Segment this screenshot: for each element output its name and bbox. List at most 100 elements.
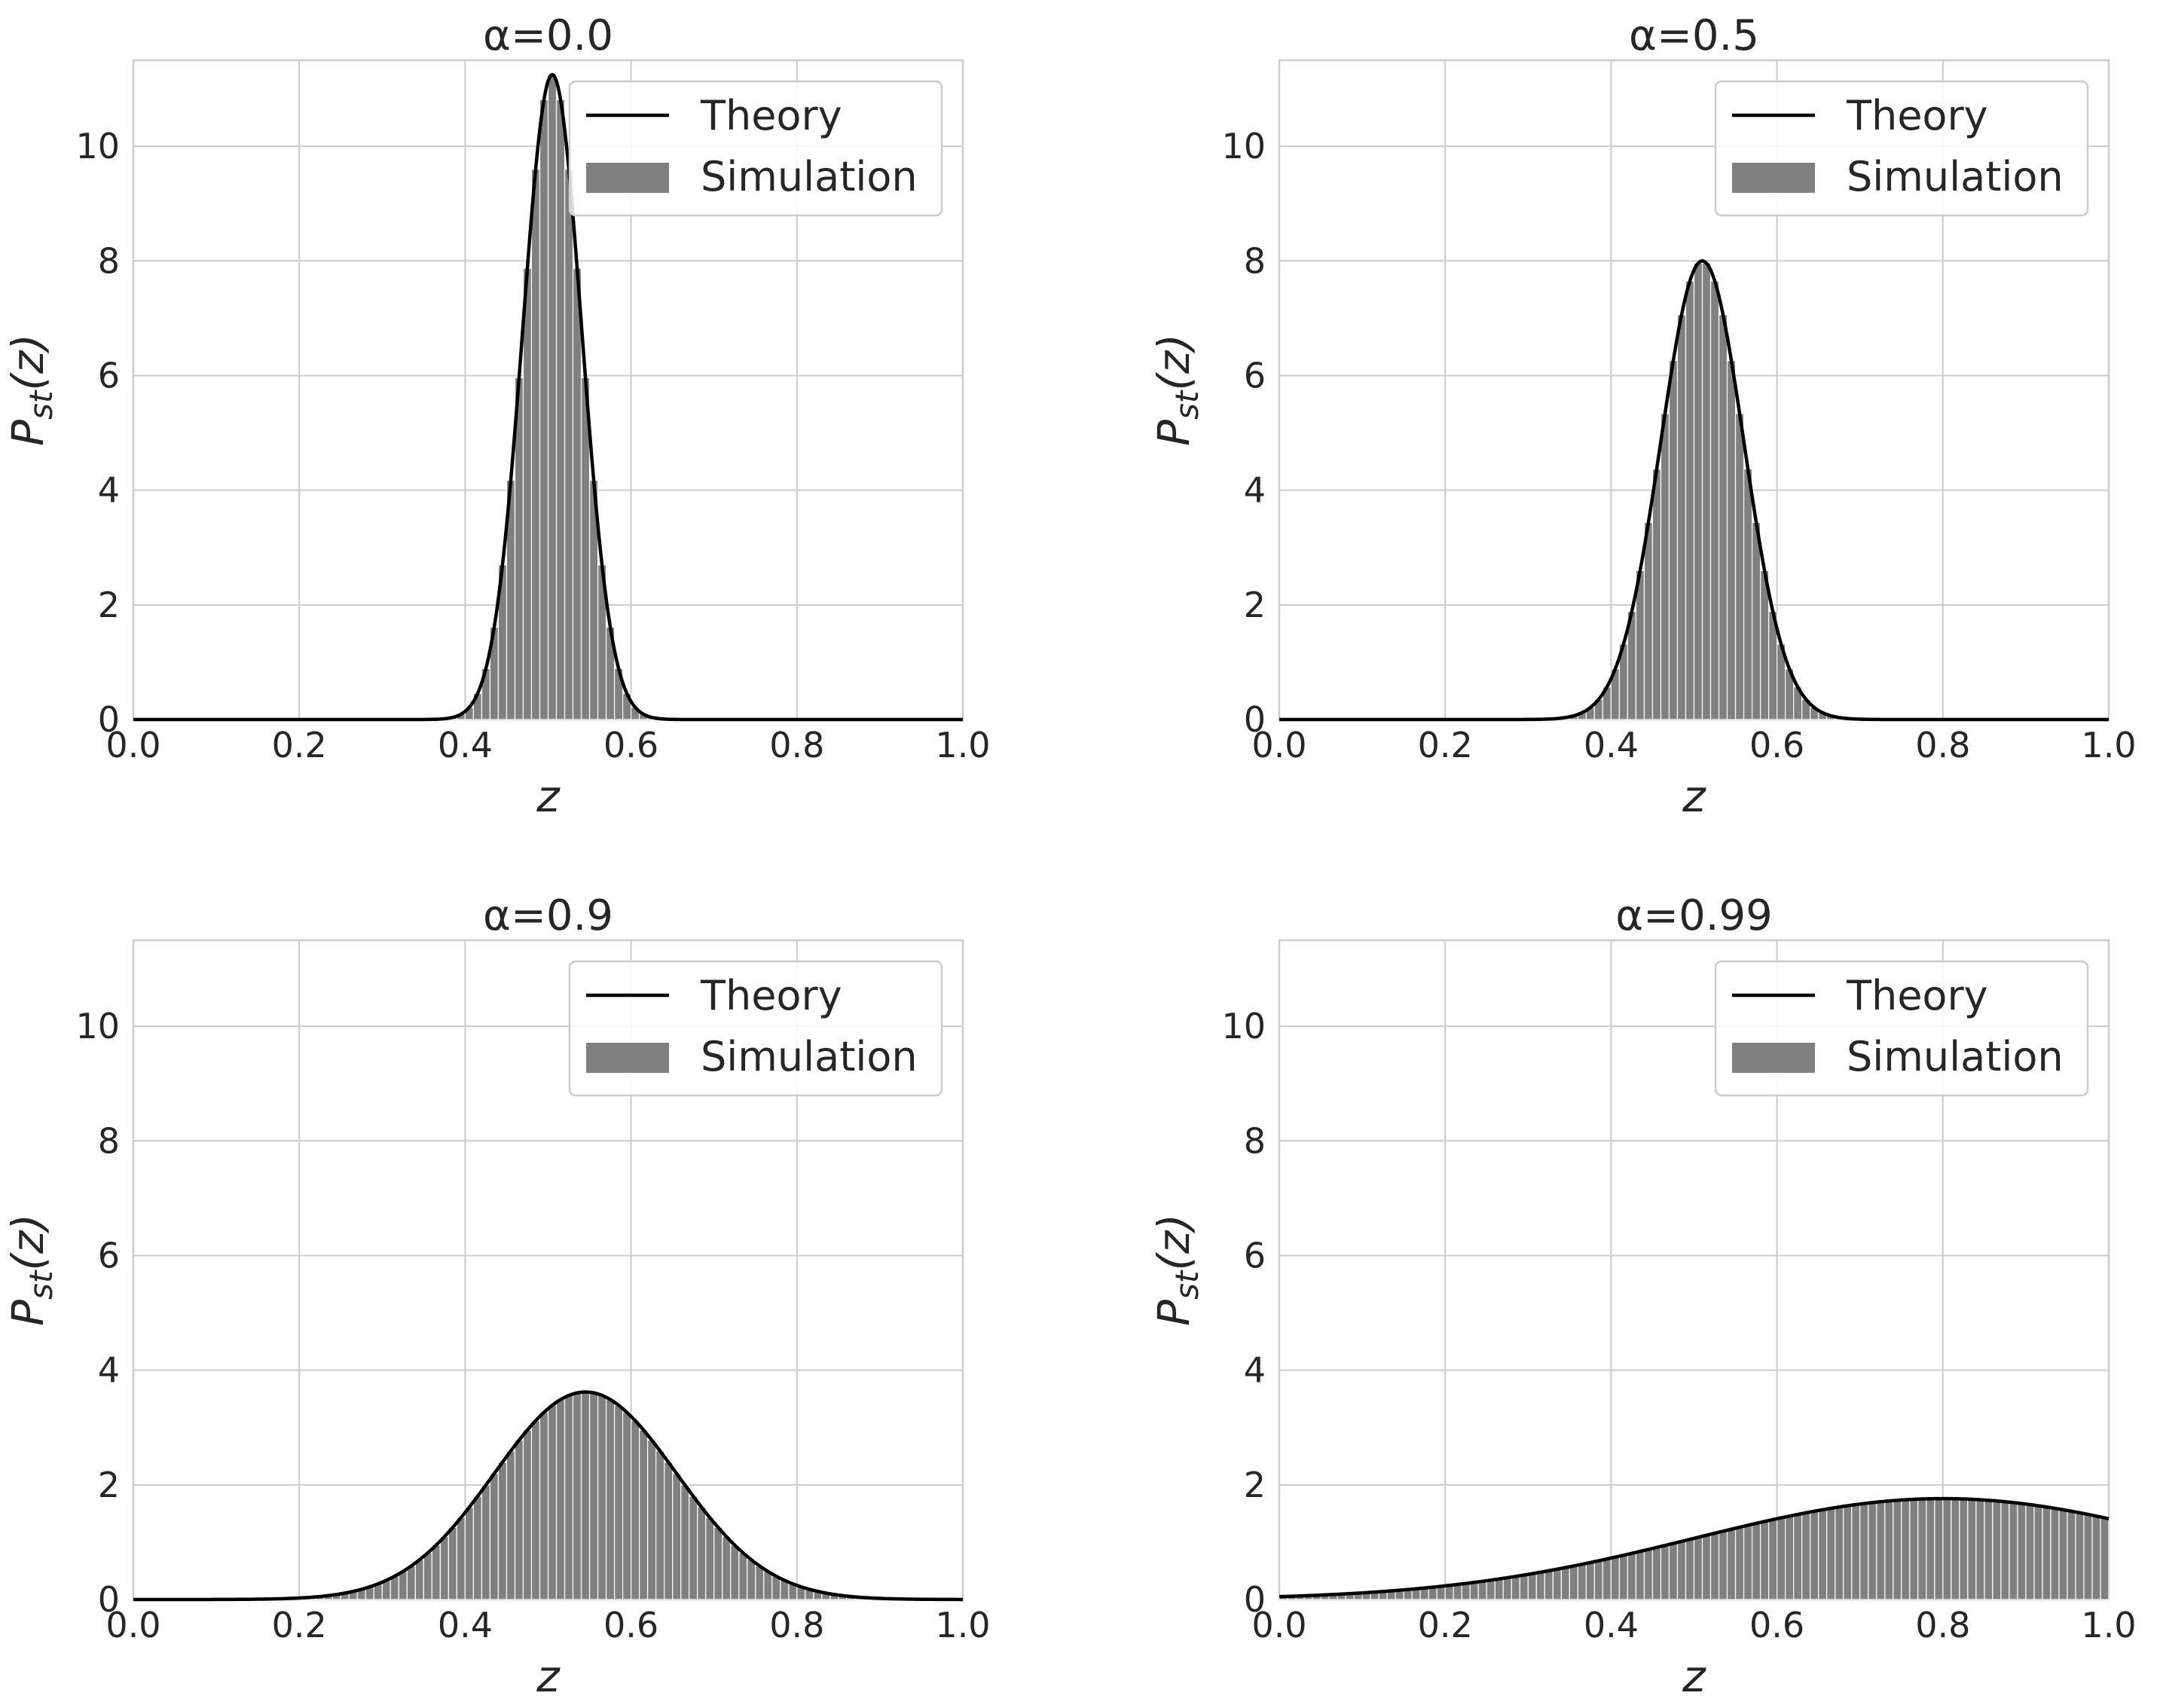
y-tick-label: 8 [1244,1120,1266,1161]
y-tick-label: 10 [75,126,120,167]
x-tick-label: 0.4 [1584,725,1639,765]
x-tick-label: 0.6 [1749,725,1804,765]
y-tick-label: 2 [1244,585,1266,625]
histogram-bar [1668,1542,1679,1600]
theory-curve [133,1390,964,1602]
histogram-bar [1709,280,1720,720]
subplot-title: α=0.5 [1629,11,1759,60]
histogram-bar [605,1399,616,1600]
y-axis-label: Pst(z) [2,1214,60,1326]
histogram-bar [1951,1498,1960,1600]
histogram-bar [564,1395,574,1600]
histogram-bar [730,1545,740,1600]
histogram-bar [1585,1562,1595,1600]
histogram-bar [448,1526,457,1600]
x-tick-label: 0.8 [1915,1605,1970,1645]
histogram-bar [1785,1515,1795,1600]
histogram-bar [530,169,541,720]
histogram-bar [522,267,533,720]
legend: Theory Simulation [568,80,943,217]
y-tick-label: 2 [98,1465,120,1505]
legend: Theory Simulation [1714,80,2089,217]
histogram-bar [2025,1504,2035,1600]
histogram-bar [1660,1545,1670,1600]
y-tick-label: 8 [1244,240,1266,281]
histogram-bar [664,1462,674,1600]
x-tick-label: 0.0 [105,1605,160,1645]
y-tick-label: 0 [1244,1579,1266,1620]
histogram-bar [1926,1498,1935,1600]
histogram-bar [1967,1499,1977,1600]
histogram-bar [1975,1499,1985,1600]
histogram-bar [514,1439,524,1600]
histogram-bar [713,1526,723,1600]
y-tick-label: 4 [98,1350,120,1391]
y-tick-label: 4 [1244,470,1266,511]
x-axis-label: z [1682,771,1706,822]
histogram-bar [2017,1503,2027,1600]
histogram-bar [1859,1503,1869,1600]
histogram-bar [1934,1498,1944,1600]
histogram-bar [1511,1575,1520,1600]
x-tick-label: 1.0 [2081,1605,2136,1645]
histogram-bar [1610,1557,1621,1600]
subplot-2: 0.0 0.2 0.4 0.6 0.8 1.0 0 2 4 6 8 10 α=0.5 z Pst(z) The… [1148,11,2137,822]
histogram-bar [1461,1583,1471,1600]
histogram-bar [1868,1502,1877,1600]
histogram-bar [1743,469,1753,720]
histogram-bar [464,1506,475,1600]
histogram-bar [1618,1554,1629,1600]
x-tick-label: 0.6 [1749,1605,1804,1645]
histogram-bar [672,1473,682,1600]
histogram-bar [1519,1574,1529,1600]
simulation-histogram [1279,1498,2110,1600]
histogram-bar [722,1535,732,1600]
x-tick-label: 1.0 [935,1605,990,1645]
histogram-bar [2091,1515,2101,1600]
histogram-bar [547,74,558,720]
histogram-bar [1959,1498,1969,1600]
subplot-1: 0.0 0.2 0.4 0.6 0.8 1.0 0 2 4 6 8 10 α=0.0 z Pst(z) The… [2,11,991,822]
histogram-bar [697,1506,707,1600]
x-tick-label: 0.2 [1418,725,1473,765]
histogram-bar [747,1559,756,1600]
theory-curve [1279,1496,2110,1599]
simulation-histogram [249,1391,922,1600]
x-tick-label: 0.8 [769,1605,824,1645]
histogram-bar [530,1420,541,1600]
histogram-bar [1777,1517,1786,1600]
histogram-bar [680,1484,690,1600]
histogram-bar [613,1404,624,1600]
histogram-bar [1751,1523,1761,1600]
histogram-bar [1593,1560,1603,1600]
y-tick-label: 8 [98,1120,120,1161]
y-tick-label: 4 [1244,1350,1266,1391]
x-tick-label: 0.0 [105,725,160,765]
legend-simulation-swatch [586,163,669,193]
histogram-bar [1693,1536,1703,1600]
histogram-bar [1793,1514,1803,1600]
y-tick-label: 6 [98,355,120,396]
histogram-bar [414,1559,424,1600]
legend-simulation-label: Simulation [701,1033,918,1080]
x-tick-label: 0.4 [438,1605,493,1645]
histogram-bar [738,1552,748,1600]
histogram-bar [1942,1498,1952,1600]
histogram-bar [1909,1499,1919,1600]
legend-theory-label: Theory [1846,972,1988,1019]
histogram-bar [572,1392,582,1600]
histogram-bar [2050,1508,2060,1600]
legend-simulation-swatch [1732,163,1815,193]
y-tick-label: 2 [98,585,120,625]
legend-theory-label: Theory [700,972,842,1019]
histogram-bar [1835,1506,1844,1600]
histogram-bar [1726,1529,1737,1600]
y-tick-label: 0 [98,699,120,740]
legend-simulation-swatch [586,1043,669,1073]
histogram-bar [1701,262,1712,720]
histogram-bar [1984,1499,1994,1600]
x-tick-label: 0.4 [1584,1605,1639,1645]
histogram-bar [2033,1505,2043,1600]
histogram-bar [1535,1572,1545,1600]
